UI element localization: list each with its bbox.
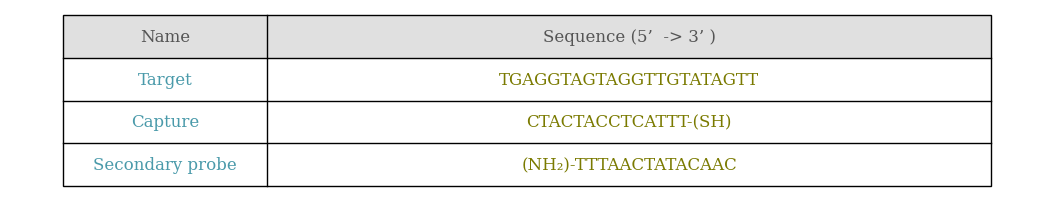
Text: CTACTACCTCATTT-(SH): CTACTACCTCATTT-(SH): [526, 114, 731, 131]
Bar: [63, 16, 268, 59]
Bar: [268, 59, 991, 101]
Text: (NH₂)-TTTAACTATACAAC: (NH₂)-TTTAACTATACAAC: [521, 156, 737, 173]
Bar: [63, 101, 268, 143]
Bar: [63, 59, 268, 101]
Text: Target: Target: [138, 71, 193, 88]
Bar: [63, 16, 991, 186]
Text: Capture: Capture: [131, 114, 199, 131]
Text: Sequence (5’  -> 3’ ): Sequence (5’ -> 3’ ): [543, 29, 716, 46]
Bar: [268, 16, 991, 59]
Text: Secondary probe: Secondary probe: [94, 156, 237, 173]
Bar: [63, 143, 268, 186]
Bar: [268, 143, 991, 186]
Text: TGAGGTAGTAGGTTGTATAGTT: TGAGGTAGTAGGTTGTATAGTT: [499, 71, 759, 88]
Bar: [268, 101, 991, 143]
Text: Name: Name: [140, 29, 191, 46]
